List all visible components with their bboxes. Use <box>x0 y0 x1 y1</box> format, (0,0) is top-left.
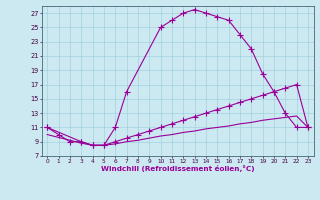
X-axis label: Windchill (Refroidissement éolien,°C): Windchill (Refroidissement éolien,°C) <box>101 165 254 172</box>
